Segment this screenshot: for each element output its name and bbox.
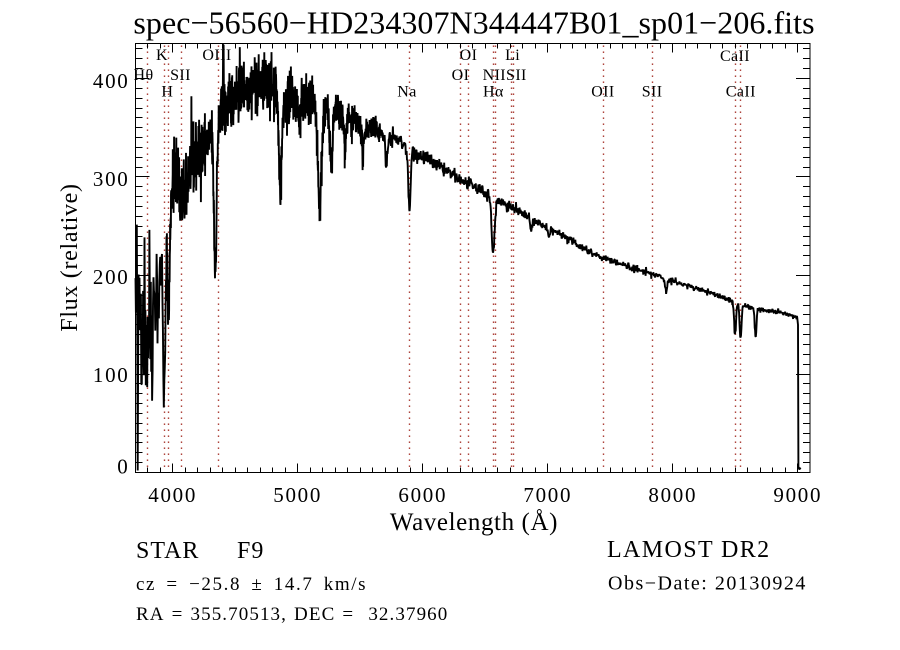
svg-text:SII: SII bbox=[642, 84, 663, 101]
svg-text:F9: F9 bbox=[237, 538, 264, 564]
svg-text:200: 200 bbox=[93, 265, 130, 289]
svg-text:100: 100 bbox=[93, 363, 130, 387]
svg-text:NIISII: NIISII bbox=[483, 67, 527, 84]
svg-text:cz = −25.8 ± 14.7 km/s: cz = −25.8 ± 14.7 km/s bbox=[136, 574, 367, 595]
svg-text:OII: OII bbox=[591, 84, 614, 101]
svg-text:8000: 8000 bbox=[648, 483, 697, 507]
svg-text:STAR: STAR bbox=[136, 538, 199, 564]
svg-text:0: 0 bbox=[117, 455, 129, 479]
svg-text:H: H bbox=[161, 84, 173, 101]
svg-text:400: 400 bbox=[93, 69, 130, 93]
svg-text:5000: 5000 bbox=[273, 483, 322, 507]
svg-text:K: K bbox=[156, 47, 168, 64]
svg-text:RA = 355.70513, DEC = 32.3796: RA = 355.70513, DEC = 32.37960 bbox=[136, 604, 448, 625]
svg-text:Na: Na bbox=[397, 84, 416, 101]
svg-text:Obs−Date: 20130924: Obs−Date: 20130924 bbox=[608, 573, 807, 595]
svg-text:4000: 4000 bbox=[148, 483, 197, 507]
svg-text:300: 300 bbox=[93, 167, 130, 191]
svg-text:7000: 7000 bbox=[523, 483, 572, 507]
svg-text:Li: Li bbox=[505, 47, 520, 64]
svg-text:SII: SII bbox=[170, 67, 191, 84]
svg-text:CaII: CaII bbox=[726, 84, 756, 101]
svg-text:Flux (relative): Flux (relative) bbox=[57, 183, 83, 331]
svg-text:6000: 6000 bbox=[398, 483, 447, 507]
svg-text:OI: OI bbox=[460, 47, 478, 64]
svg-text:Wavelength (Å): Wavelength (Å) bbox=[390, 509, 558, 536]
svg-text:OIII: OIII bbox=[202, 47, 231, 64]
svg-text:spec−56560−HD234307N344447B01_: spec−56560−HD234307N344447B01_sp01−206.f… bbox=[133, 5, 814, 41]
svg-text:LAMOST DR2: LAMOST DR2 bbox=[607, 537, 771, 563]
svg-text:Hα: Hα bbox=[483, 84, 504, 101]
svg-text:9000: 9000 bbox=[773, 483, 822, 507]
svg-text:Hθ: Hθ bbox=[133, 67, 153, 84]
svg-text:CaII: CaII bbox=[720, 48, 750, 65]
svg-text:OI: OI bbox=[452, 67, 470, 84]
